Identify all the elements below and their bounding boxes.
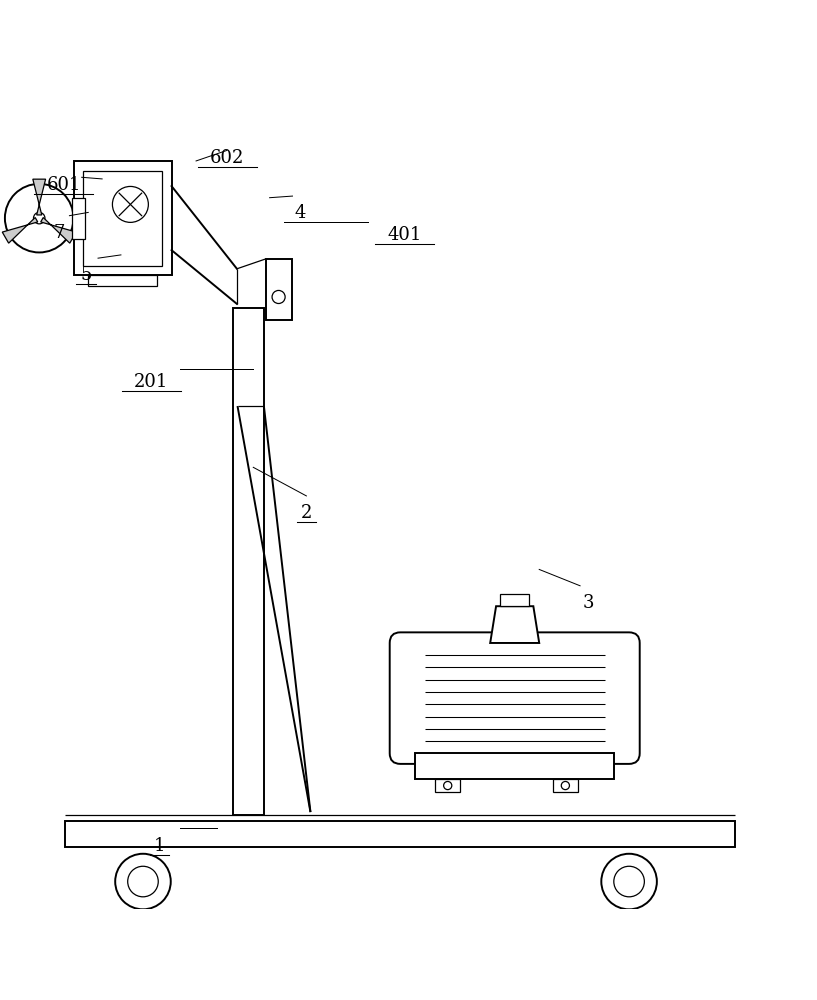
- Text: 4: 4: [295, 204, 306, 222]
- Bar: [83, 171, 162, 266]
- Circle shape: [33, 212, 45, 224]
- Circle shape: [272, 290, 285, 304]
- Text: 201: 201: [134, 373, 168, 391]
- Circle shape: [113, 186, 149, 222]
- FancyBboxPatch shape: [390, 632, 640, 764]
- Bar: [500, 594, 529, 606]
- Text: 1: 1: [154, 837, 165, 855]
- Text: 5: 5: [80, 266, 92, 284]
- Text: 2: 2: [301, 504, 312, 522]
- Circle shape: [5, 184, 74, 252]
- Text: 601: 601: [47, 176, 81, 194]
- Bar: [74, 161, 172, 275]
- Bar: [88, 275, 157, 286]
- Bar: [553, 779, 578, 792]
- Bar: [415, 753, 614, 779]
- Bar: [233, 308, 264, 815]
- Circle shape: [561, 781, 569, 790]
- Text: 401: 401: [387, 226, 422, 244]
- Text: 602: 602: [210, 149, 244, 167]
- Circle shape: [115, 854, 171, 909]
- Polygon shape: [2, 218, 38, 243]
- Bar: [435, 779, 460, 792]
- Circle shape: [614, 866, 645, 897]
- Circle shape: [601, 854, 657, 909]
- Text: 3: 3: [583, 594, 594, 612]
- Circle shape: [127, 866, 158, 897]
- Polygon shape: [490, 606, 539, 643]
- Polygon shape: [41, 218, 76, 243]
- Bar: [266, 259, 292, 320]
- Polygon shape: [33, 179, 46, 215]
- Circle shape: [444, 781, 452, 790]
- Text: 7: 7: [53, 224, 65, 242]
- Bar: [72, 198, 85, 239]
- Bar: [65, 821, 735, 847]
